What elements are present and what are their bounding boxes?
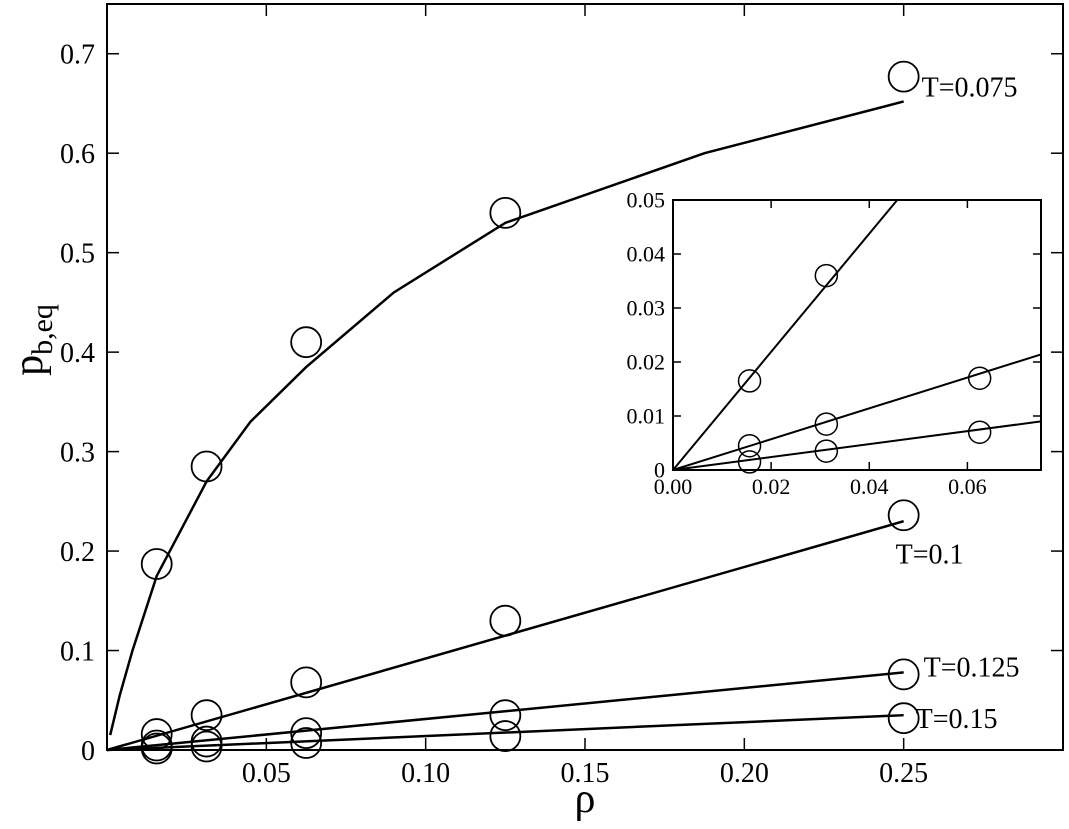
data-point [887, 658, 920, 691]
x-tick-label: 0.25 [879, 758, 928, 789]
fit-line [672, 420, 1042, 471]
y-axis-label-subscript: b,eq [26, 304, 59, 355]
x-tick-label: 0.20 [720, 758, 769, 789]
data-point [887, 499, 920, 532]
x-tick-label: 0.04 [850, 474, 889, 499]
data-point [190, 699, 223, 732]
plot-area [672, 199, 1042, 471]
fit-line [672, 199, 899, 471]
fit-line [106, 713, 904, 752]
data-point [814, 439, 839, 463]
series-label: T=0.075 [922, 73, 1018, 104]
data-point [190, 450, 223, 483]
data-point [737, 369, 762, 393]
data-point [140, 732, 173, 765]
fit-line [672, 353, 1042, 471]
data-point [489, 604, 522, 637]
y-axis-label-main: p [6, 355, 52, 376]
data-point [290, 326, 323, 359]
y-tick-label: 0 [81, 736, 95, 767]
y-tick-label: 0.7 [60, 40, 95, 71]
y-tick-label: 0.5 [60, 238, 95, 269]
x-axis-label: ρ [575, 776, 596, 822]
x-tick-label: 0.02 [752, 474, 791, 499]
y-axis-label: pb,eq [6, 304, 59, 376]
y-tick-label: 0.02 [627, 350, 666, 375]
series-label: T=0.15 [916, 704, 998, 735]
x-tick-label: 0.15 [561, 758, 610, 789]
data-point [814, 412, 839, 436]
data-point [140, 548, 173, 580]
fit-line [108, 100, 904, 736]
data-point [290, 666, 323, 699]
y-tick-label: 0.6 [60, 139, 95, 170]
y-tick-label: 0.2 [60, 537, 95, 568]
y-tick-label: 0.1 [60, 636, 95, 667]
y-tick-label: 0.03 [627, 296, 666, 321]
data-point [290, 717, 323, 749]
series-label: T=0.1 [896, 539, 964, 570]
x-tick-label: 0.00 [654, 474, 693, 499]
y-tick-label: 0 [654, 458, 665, 483]
y-tick-label: 0.04 [627, 242, 666, 267]
data-point [967, 420, 992, 444]
x-tick-label: 0.05 [242, 758, 291, 789]
data-point [489, 699, 522, 732]
data-point [489, 196, 522, 229]
data-point [140, 718, 173, 750]
data-point [737, 450, 762, 474]
x-tick-label: 0.10 [401, 758, 450, 789]
data-point [190, 730, 223, 763]
y-tick-label: 0.4 [60, 338, 95, 369]
data-point [737, 433, 762, 458]
data-point [489, 720, 522, 752]
data-point [290, 727, 323, 759]
y-tick-label: 0.01 [627, 404, 666, 429]
x-tick-label: 0.06 [948, 474, 987, 499]
y-tick-label: 0.05 [627, 188, 666, 213]
series-label: T=0.125 [924, 652, 1020, 683]
y-tick-label: 0.3 [60, 437, 95, 468]
data-point [887, 702, 920, 735]
fit-line [106, 671, 904, 752]
data-point [887, 60, 920, 93]
data-point [967, 366, 992, 390]
data-point [814, 263, 839, 288]
